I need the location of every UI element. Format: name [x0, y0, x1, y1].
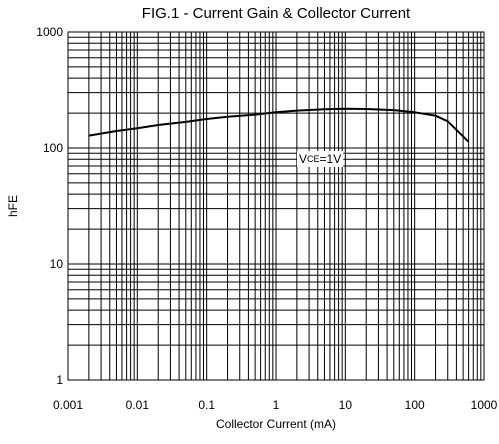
- y-tick-label: 100: [43, 141, 63, 155]
- annotation-background: [297, 151, 344, 167]
- y-tick-label: 1000: [36, 25, 63, 39]
- x-axis-label: Collector Current (mA): [216, 417, 336, 431]
- vce-prefix: V: [299, 152, 307, 166]
- vce-subscript: CE: [307, 154, 320, 164]
- chart-title: FIG.1 - Current Gain & Collector Current: [142, 5, 411, 22]
- x-axis-ticks: 0.001 0.01 0.1 1 10 100 1000: [53, 398, 498, 412]
- y-tick-label: 10: [50, 257, 64, 271]
- x-tick-label: 0.001: [53, 398, 83, 412]
- y-axis-ticks: 1 10 100 1000: [36, 25, 63, 387]
- plot-frame: [67, 31, 485, 381]
- x-tick-label: 100: [405, 398, 425, 412]
- x-tick-label: 1000: [471, 398, 498, 412]
- grid: [67, 32, 484, 381]
- x-tick-label: 10: [339, 398, 353, 412]
- series-layer: [88, 107, 470, 143]
- x-tick-label: 0.1: [198, 398, 215, 412]
- vce-suffix: =1V: [320, 152, 342, 166]
- y-axis-label: hFE: [6, 195, 20, 217]
- y-tick-label: 1: [56, 373, 63, 387]
- hfe-series-line: [88, 107, 470, 143]
- vce-annotation: VCE=1V: [299, 152, 341, 166]
- x-tick-label: 0.01: [126, 398, 150, 412]
- x-tick-label: 1: [273, 398, 280, 412]
